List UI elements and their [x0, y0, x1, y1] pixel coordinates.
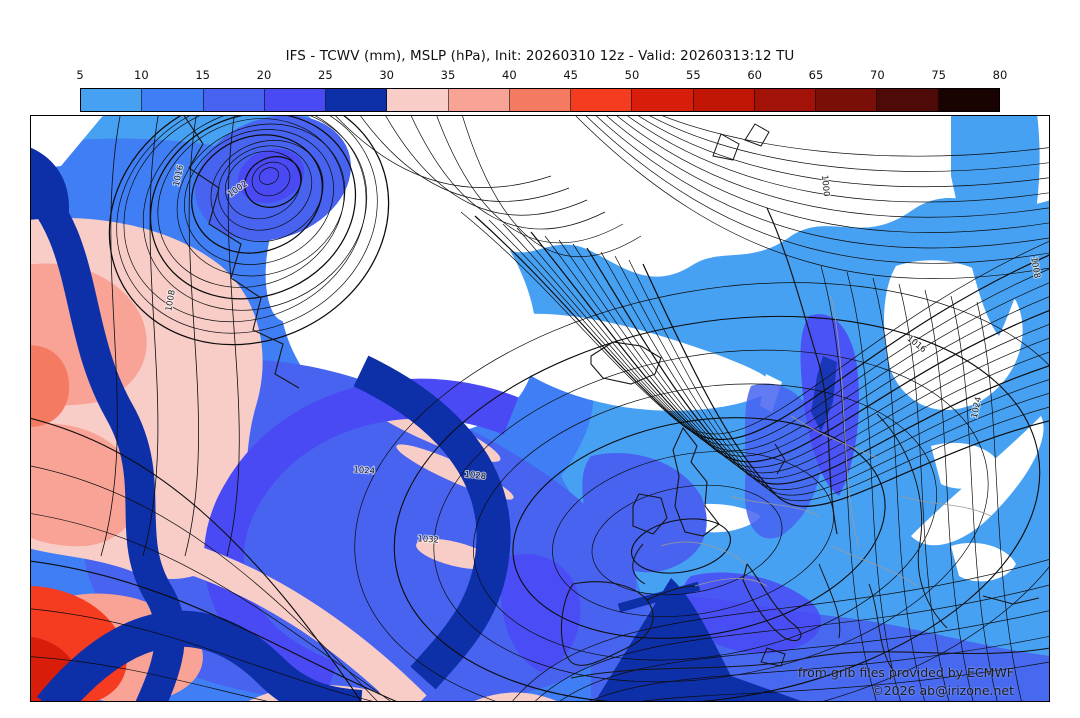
colorbar-segment: [754, 89, 817, 111]
tcwv-band-layer: [31, 165, 701, 701]
colorbar-tick-label: 10: [134, 68, 149, 82]
colorbar-segment: [693, 89, 755, 111]
colorbar-segment: [509, 89, 572, 111]
colorbar-segment: [142, 89, 204, 111]
colorbar-tick-labels: 5 10 15 20 25 30 35 40 45 50 55 60 65 70 75 80: [76, 68, 1007, 83]
weather-map: 1016 1008 1002 1024 1028 1032 1016 1024 1000 1008…: [30, 115, 1050, 702]
pressure-label: 1008: [1028, 256, 1042, 279]
colorbar-tick-label: 30: [379, 68, 394, 82]
isobar-layer: [31, 116, 1049, 701]
colorbar-segment: [387, 89, 449, 111]
colorbar-tick-label: 40: [502, 68, 517, 82]
colorbar-segment: [81, 89, 143, 111]
colorbar-tick-label: 80: [992, 68, 1008, 82]
colorbar-segment: [571, 89, 633, 111]
pressure-label: 1032: [417, 534, 439, 545]
colorbar-tick-label: 70: [870, 68, 885, 82]
colorbar-segment: [448, 89, 510, 111]
attribution-source: from grib files provided by ECMWF: [797, 665, 1014, 680]
colorbar-segment: [877, 89, 939, 111]
colorbar-tick-label: 60: [747, 68, 762, 82]
colorbar-tick-label: 20: [256, 68, 272, 82]
page-title: IFS - TCWV (mm), MSLP (hPa), Init: 20260…: [285, 48, 795, 64]
colorbar-segment: [816, 89, 878, 111]
colorbar-segment: [203, 89, 265, 111]
colorbar-tick-label: 65: [808, 68, 824, 82]
colorbar-tick-label: 25: [318, 68, 333, 82]
pressure-label: 1024: [353, 465, 375, 476]
colorbar-segment: [632, 89, 694, 111]
colorbar-tick-label: 55: [686, 68, 701, 82]
colorbar-tick-label: 45: [563, 68, 578, 82]
colorbar-tick-label: 50: [624, 68, 640, 82]
colorbar: [80, 88, 1000, 112]
attribution-copyright: ©2026 ab@irizone.net: [871, 683, 1014, 698]
colorbar-tick-label: 35: [440, 68, 456, 82]
colorbar-segment: [326, 89, 388, 111]
pressure-label: 1000: [819, 175, 831, 197]
pressure-label: 1028: [464, 470, 487, 482]
colorbar-tick-label: 5: [76, 68, 84, 82]
pressure-label: 1008: [164, 289, 178, 312]
colorbar-tick-label: 75: [931, 68, 946, 82]
colorbar-segment: [938, 89, 999, 111]
colorbar-segment: [264, 89, 327, 111]
colorbar-tick-label: 15: [195, 68, 210, 82]
coastline-layer: [183, 116, 1049, 679]
